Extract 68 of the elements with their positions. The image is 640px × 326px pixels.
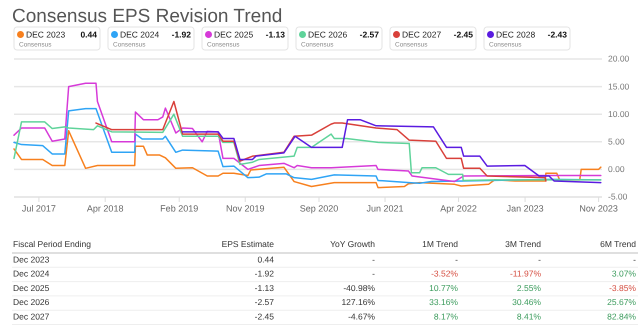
legend-label: DEC 2025 <box>214 30 254 40</box>
x-tick-label: Apr 2018 <box>86 203 124 214</box>
text: -1.92 <box>254 268 274 279</box>
x-tick-label: Apr 2022 <box>440 203 477 214</box>
text: Dec 2023 <box>13 254 50 264</box>
y-tick-label: 20.00 <box>608 54 630 64</box>
x-tick-label: Jan 2023 <box>506 203 544 214</box>
text: Fiscal Period Ending <box>13 239 92 249</box>
x-tick-label: Jul 2017 <box>22 203 56 214</box>
y-tick-label: 5.00 <box>608 136 625 147</box>
text: 1M Trend <box>422 239 458 249</box>
line-series <box>95 100 547 182</box>
text: - <box>372 268 376 279</box>
text: 0.44 <box>257 254 274 264</box>
text: -3.52% <box>431 268 458 279</box>
y-tick-label: 0.00 <box>608 164 625 174</box>
x-tick-label: Nov 2019 <box>226 203 264 214</box>
text: -4.67% <box>348 312 376 322</box>
text: 8.17% <box>434 312 458 322</box>
chart-title: Consensus EPS Revision Trend <box>12 6 282 27</box>
y-tick-label: 15.00 <box>608 81 630 92</box>
legend-label: DEC 2028 <box>496 30 536 40</box>
text: -2.57 <box>254 297 274 308</box>
text: 3.07% <box>612 268 636 279</box>
text: -2.57 <box>360 30 380 40</box>
x-tick-label: Jun 2021 <box>366 203 404 214</box>
line-series <box>13 130 602 188</box>
text: Dec 2027 <box>13 312 50 322</box>
legend-label: DEC 2026 <box>308 30 348 40</box>
y-tick-label: 10.00 <box>608 108 630 119</box>
legend-label: DEC 2024 <box>120 30 160 40</box>
text: - <box>372 254 376 264</box>
text: - <box>633 254 636 264</box>
legend-label: DEC 2023 <box>26 30 66 40</box>
text: -40.98% <box>343 282 376 293</box>
text: -11.97% <box>510 268 542 279</box>
text: 8.41% <box>516 312 542 322</box>
text: -1.13 <box>254 282 274 293</box>
text: 10.77% <box>429 282 458 293</box>
text: YoY Growth <box>330 239 376 249</box>
line-series <box>13 82 602 182</box>
x-tick-label: Sep 2020 <box>300 203 338 214</box>
text: Dec 2024 <box>13 268 50 279</box>
text: - <box>538 254 542 264</box>
line-series <box>182 118 602 184</box>
y-tick-label: -5.00 <box>608 192 628 202</box>
text: 33.16% <box>429 297 458 308</box>
text: -2.45 <box>254 312 274 322</box>
text: Dec 2026 <box>13 297 50 308</box>
text: 2.55% <box>516 282 542 293</box>
text: Dec 2025 <box>13 282 50 293</box>
text: 3M Trend <box>505 239 542 249</box>
text: -2.45 <box>454 30 474 40</box>
text: 0.44 <box>80 30 98 40</box>
text: 82.84% <box>607 312 636 322</box>
text: - <box>455 254 458 264</box>
text: 30.46% <box>512 297 542 308</box>
legend-label: DEC 2027 <box>402 30 442 40</box>
text: -1.13 <box>266 30 286 40</box>
text: EPS Estimate <box>222 239 274 249</box>
text: -1.92 <box>172 30 192 40</box>
text: 25.67% <box>607 297 636 308</box>
text: 6M Trend <box>600 239 636 249</box>
x-tick-label: Feb 2019 <box>160 203 198 214</box>
text: 127.16% <box>341 297 376 308</box>
text: -3.85% <box>609 282 636 293</box>
x-tick-label: Nov 2023 <box>579 203 618 214</box>
text: -2.43 <box>548 30 568 40</box>
